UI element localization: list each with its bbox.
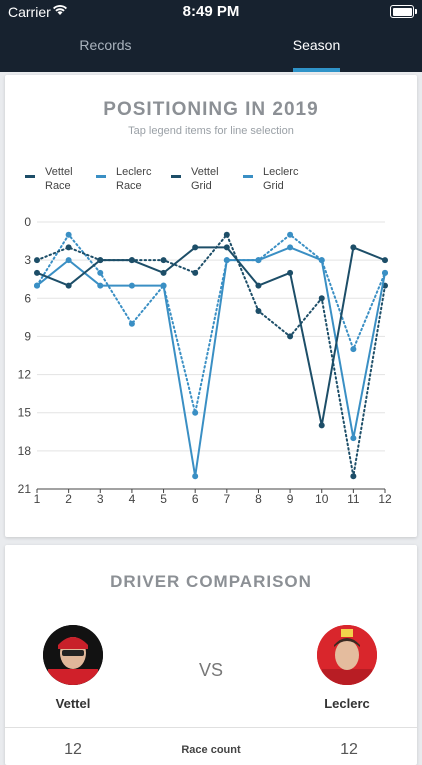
y-tick-label: 18 [18, 444, 32, 458]
x-tick-label: 12 [378, 492, 392, 506]
series-point [97, 282, 104, 289]
series-point [97, 257, 104, 264]
series-point [192, 409, 199, 416]
tab-season[interactable]: Season [292, 37, 341, 53]
series-point [350, 435, 357, 442]
series-point [34, 257, 40, 264]
legend-label: Leclerc Grid [263, 166, 299, 192]
series-point [223, 244, 230, 251]
legend-label: Leclerc Race [116, 166, 152, 192]
race-count-right: 12 [340, 741, 358, 758]
series-point [65, 231, 72, 238]
series-point [255, 308, 262, 314]
series-point [128, 257, 135, 264]
vettel-avatar [43, 625, 103, 685]
x-tick-label: 11 [347, 492, 360, 506]
series-point [65, 244, 72, 251]
series-line-1 [36, 246, 386, 427]
carrier-label: Carrier [8, 4, 51, 20]
series-point [128, 320, 135, 327]
x-tick-label: 3 [97, 492, 104, 506]
x-tick-label: 6 [192, 492, 199, 506]
series-point [223, 231, 230, 238]
series-line-2 [36, 246, 386, 478]
x-tick-label: 2 [65, 492, 72, 506]
legend-label: Vettel Race [45, 166, 73, 192]
leclerc-avatar [317, 625, 377, 685]
series-point [287, 244, 294, 251]
y-tick-label: 12 [18, 368, 32, 382]
vs-label: VS [198, 660, 223, 680]
series-point [287, 333, 294, 340]
driver-name-left: Vettel [55, 696, 91, 711]
y-tick-label: 21 [18, 482, 32, 496]
driver-comparison-card: DRIVER COMPARISON VS Vettel Leclerc 12 R… [5, 545, 417, 765]
x-tick-label: 1 [34, 492, 41, 506]
y-tick-label: 3 [24, 253, 31, 267]
y-tick-label: 6 [24, 291, 31, 305]
positioning-card: POSITIONING IN 2019 Tap legend items for… [5, 75, 417, 537]
series-point [287, 231, 294, 238]
x-tick-label: 9 [287, 492, 294, 506]
series-point [255, 257, 262, 264]
series-point [192, 244, 199, 251]
status-bar: Carrier 8:49 PM [0, 0, 422, 24]
x-tick-label: 10 [315, 492, 329, 506]
x-tick-label: 8 [255, 492, 262, 506]
series-line-4 [36, 233, 386, 414]
series-point [255, 282, 262, 289]
tab-records[interactable]: Records [79, 37, 132, 53]
series-point [192, 473, 199, 480]
wifi-icon [52, 3, 68, 19]
legend-swatch [171, 175, 181, 178]
series-point [350, 346, 357, 353]
driver-name-right: Leclerc [324, 696, 370, 711]
active-tab-indicator [293, 68, 340, 72]
battery-icon [390, 5, 417, 18]
series-point [160, 257, 167, 264]
legend-swatch [96, 175, 106, 178]
tab-bar: Records Season [0, 24, 422, 72]
series-point [350, 473, 357, 480]
legend-label: Vettel Grid [191, 166, 219, 192]
series-point [65, 282, 72, 289]
series-line-3 [36, 233, 386, 478]
series-point [318, 257, 325, 264]
x-tick-label: 4 [129, 492, 136, 506]
series-point [128, 282, 135, 289]
series-point [318, 422, 325, 429]
series-point [160, 269, 167, 276]
series-point [34, 269, 40, 276]
series-point [382, 269, 388, 276]
series-point [350, 244, 357, 251]
legend-swatch [25, 175, 35, 178]
y-tick-label: 15 [18, 406, 32, 420]
series-point [318, 295, 325, 302]
series-point [223, 257, 230, 264]
series-point [192, 269, 199, 276]
navigation-bar: Carrier 8:49 PM Records Season [0, 0, 422, 72]
chart-title: POSITIONING IN 2019 [103, 99, 319, 120]
x-tick-label: 7 [223, 492, 230, 506]
comparison-title: DRIVER COMPARISON [110, 572, 312, 591]
series-point [34, 282, 40, 289]
chart-subtitle: Tap legend items for line selection [128, 125, 294, 137]
series-point [65, 257, 72, 264]
legend-swatch [243, 175, 253, 178]
series-point [97, 269, 104, 276]
status-time: 8:49 PM [182, 3, 240, 20]
series-point [287, 269, 294, 276]
series-point [160, 282, 167, 289]
y-tick-label: 9 [24, 329, 31, 343]
x-tick-label: 5 [160, 492, 167, 506]
divider [5, 727, 417, 728]
series-point [382, 257, 388, 264]
y-tick-label: 0 [24, 215, 31, 229]
